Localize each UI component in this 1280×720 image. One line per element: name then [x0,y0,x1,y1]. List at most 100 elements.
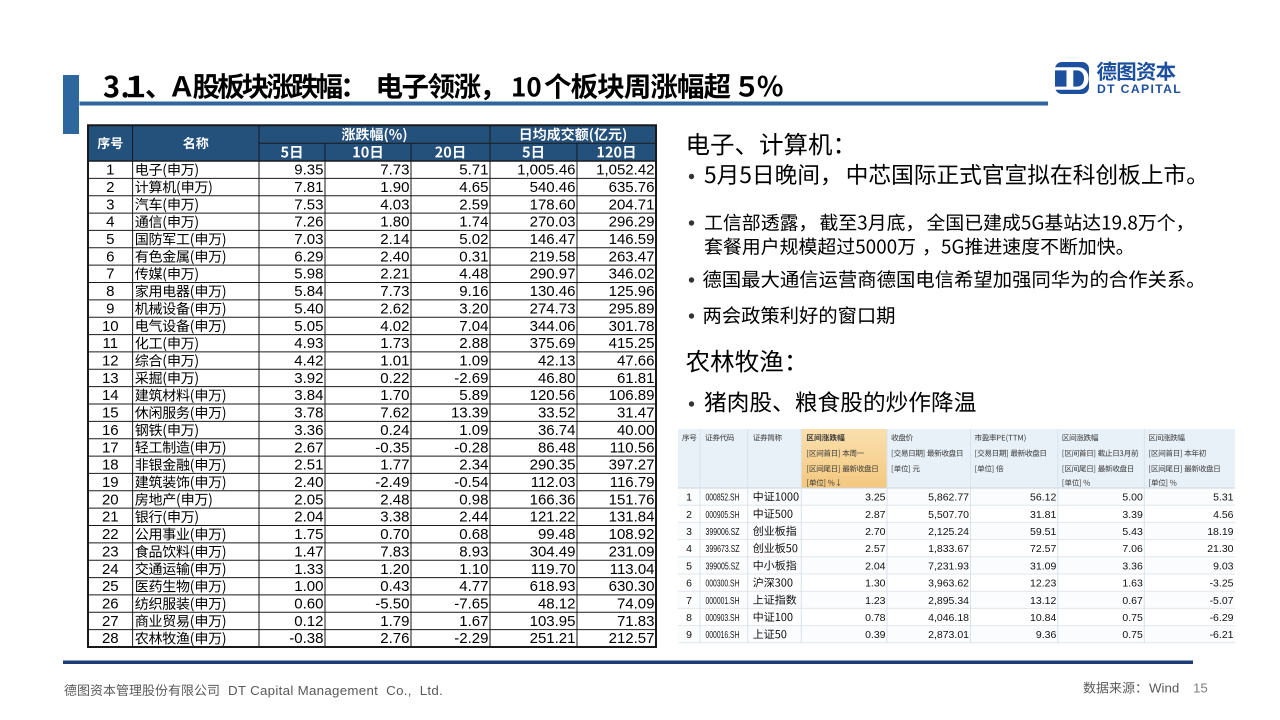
svg-text:3,963.62: 3,963.62 [928,578,969,590]
svg-text:5: 5 [106,231,114,248]
svg-text:9.35: 9.35 [294,162,323,179]
svg-text:10.84: 10.84 [1030,612,1056,624]
svg-text:0.68: 0.68 [459,526,488,543]
svg-text:1.74: 1.74 [459,214,488,231]
svg-text:0.70: 0.70 [380,526,409,543]
svg-text:9: 9 [686,629,692,641]
svg-text:1.01: 1.01 [380,353,409,370]
svg-text:0.43: 0.43 [380,578,409,595]
svg-text:415.25: 415.25 [609,335,655,352]
svg-text:290.35: 290.35 [530,457,576,474]
svg-text:-0.38: -0.38 [289,630,323,647]
svg-text:10: 10 [102,318,119,335]
svg-text:40.00: 40.00 [617,422,655,439]
svg-text:4,046.18: 4,046.18 [928,612,969,624]
svg-text:2.44: 2.44 [459,509,488,526]
svg-text:-5.50: -5.50 [375,596,409,613]
svg-text:2,895.34: 2,895.34 [928,595,969,607]
svg-text:59.51: 59.51 [1030,526,1056,538]
svg-text:5.43: 5.43 [1122,526,1143,538]
svg-text:1.00: 1.00 [294,578,323,595]
svg-text:000905.SH: 000905.SH [706,509,740,521]
svg-text:8.93: 8.93 [459,544,488,561]
svg-text:28: 28 [102,630,119,647]
svg-text:56.12: 56.12 [1030,492,1056,504]
svg-text:-2.29: -2.29 [454,630,488,647]
svg-text:4: 4 [686,543,692,555]
svg-text:-5.07: -5.07 [1210,595,1234,607]
svg-text:375.69: 375.69 [530,335,576,352]
svg-text:18.19: 18.19 [1207,526,1233,538]
svg-text:231.09: 231.09 [609,544,655,561]
svg-text:46.80: 46.80 [538,370,576,387]
svg-text:397.27: 397.27 [609,457,655,474]
svg-text:106.89: 106.89 [609,387,655,404]
svg-text:0.12: 0.12 [294,613,323,630]
svg-text:116.79: 116.79 [610,474,655,491]
svg-text:1.10: 1.10 [459,561,488,578]
svg-text:000016.SH: 000016.SH [706,629,740,641]
svg-text:1.63: 1.63 [1122,578,1143,590]
svg-text:31.47: 31.47 [617,405,655,422]
svg-text:20: 20 [102,491,119,508]
svg-text:399005.SZ: 399005.SZ [706,560,740,572]
svg-text:47.66: 47.66 [617,353,655,370]
svg-text:1.09: 1.09 [459,353,488,370]
svg-text:2,125.24: 2,125.24 [928,526,969,538]
svg-text:-0.54: -0.54 [454,474,488,491]
svg-text:9.36: 9.36 [1036,629,1057,641]
svg-text:25: 25 [102,578,119,595]
svg-text:0.22: 0.22 [380,370,409,387]
svg-text:-6.21: -6.21 [1210,629,1234,641]
svg-text:2.70: 2.70 [865,526,886,538]
svg-text:7.53: 7.53 [294,196,323,213]
svg-text:1.80: 1.80 [380,214,409,231]
svg-text:270.03: 270.03 [530,214,576,231]
svg-text:6: 6 [106,248,114,265]
svg-text:2,873.01: 2,873.01 [928,629,969,641]
svg-text:151.76: 151.76 [609,491,655,508]
svg-text:0.75: 0.75 [1122,629,1143,641]
svg-text:2.62: 2.62 [380,301,409,318]
svg-text:131.84: 131.84 [609,509,655,526]
svg-text:2.04: 2.04 [294,509,323,526]
svg-text:1.30: 1.30 [865,578,886,590]
svg-text:3: 3 [686,526,692,538]
svg-text:4.77: 4.77 [459,578,488,595]
svg-text:13.39: 13.39 [451,405,489,422]
svg-text:178.60: 178.60 [530,196,576,213]
svg-text:2.48: 2.48 [380,491,409,508]
svg-text:125.96: 125.96 [609,283,655,300]
svg-text:000903.SH: 000903.SH [706,612,740,624]
svg-text:5.00: 5.00 [1122,492,1143,504]
svg-text:5.71: 5.71 [459,162,488,179]
svg-text:18: 18 [102,457,119,474]
svg-text:263.47: 263.47 [609,248,655,265]
svg-text:-0.28: -0.28 [454,439,488,456]
svg-text:1.73: 1.73 [380,335,409,352]
svg-text:-2.49: -2.49 [375,474,409,491]
svg-text:0.24: 0.24 [380,422,409,439]
svg-text:3: 3 [106,196,114,213]
svg-text:-2.69: -2.69 [454,370,488,387]
svg-text:000300.SH: 000300.SH [706,578,740,590]
svg-text:121.22: 121.22 [530,509,576,526]
svg-text:130.46: 130.46 [530,283,576,300]
svg-text:2.04: 2.04 [865,560,886,572]
svg-text:5.05: 5.05 [294,318,323,335]
svg-text:7.81: 7.81 [294,179,323,196]
svg-text:19: 19 [102,474,119,491]
svg-text:36.74: 36.74 [538,422,576,439]
svg-text:7: 7 [106,266,114,283]
svg-text:22: 22 [102,526,119,543]
svg-text:1.33: 1.33 [294,561,323,578]
svg-text:5: 5 [686,560,692,572]
svg-text:33.52: 33.52 [538,405,576,422]
svg-text:-0.35: -0.35 [375,439,409,456]
svg-text:2.59: 2.59 [459,196,488,213]
svg-text:3.20: 3.20 [459,301,488,318]
svg-text:4.48: 4.48 [459,266,488,283]
svg-text:-7.65: -7.65 [454,596,488,613]
svg-text:103.95: 103.95 [530,613,576,630]
svg-text:1.09: 1.09 [459,422,488,439]
